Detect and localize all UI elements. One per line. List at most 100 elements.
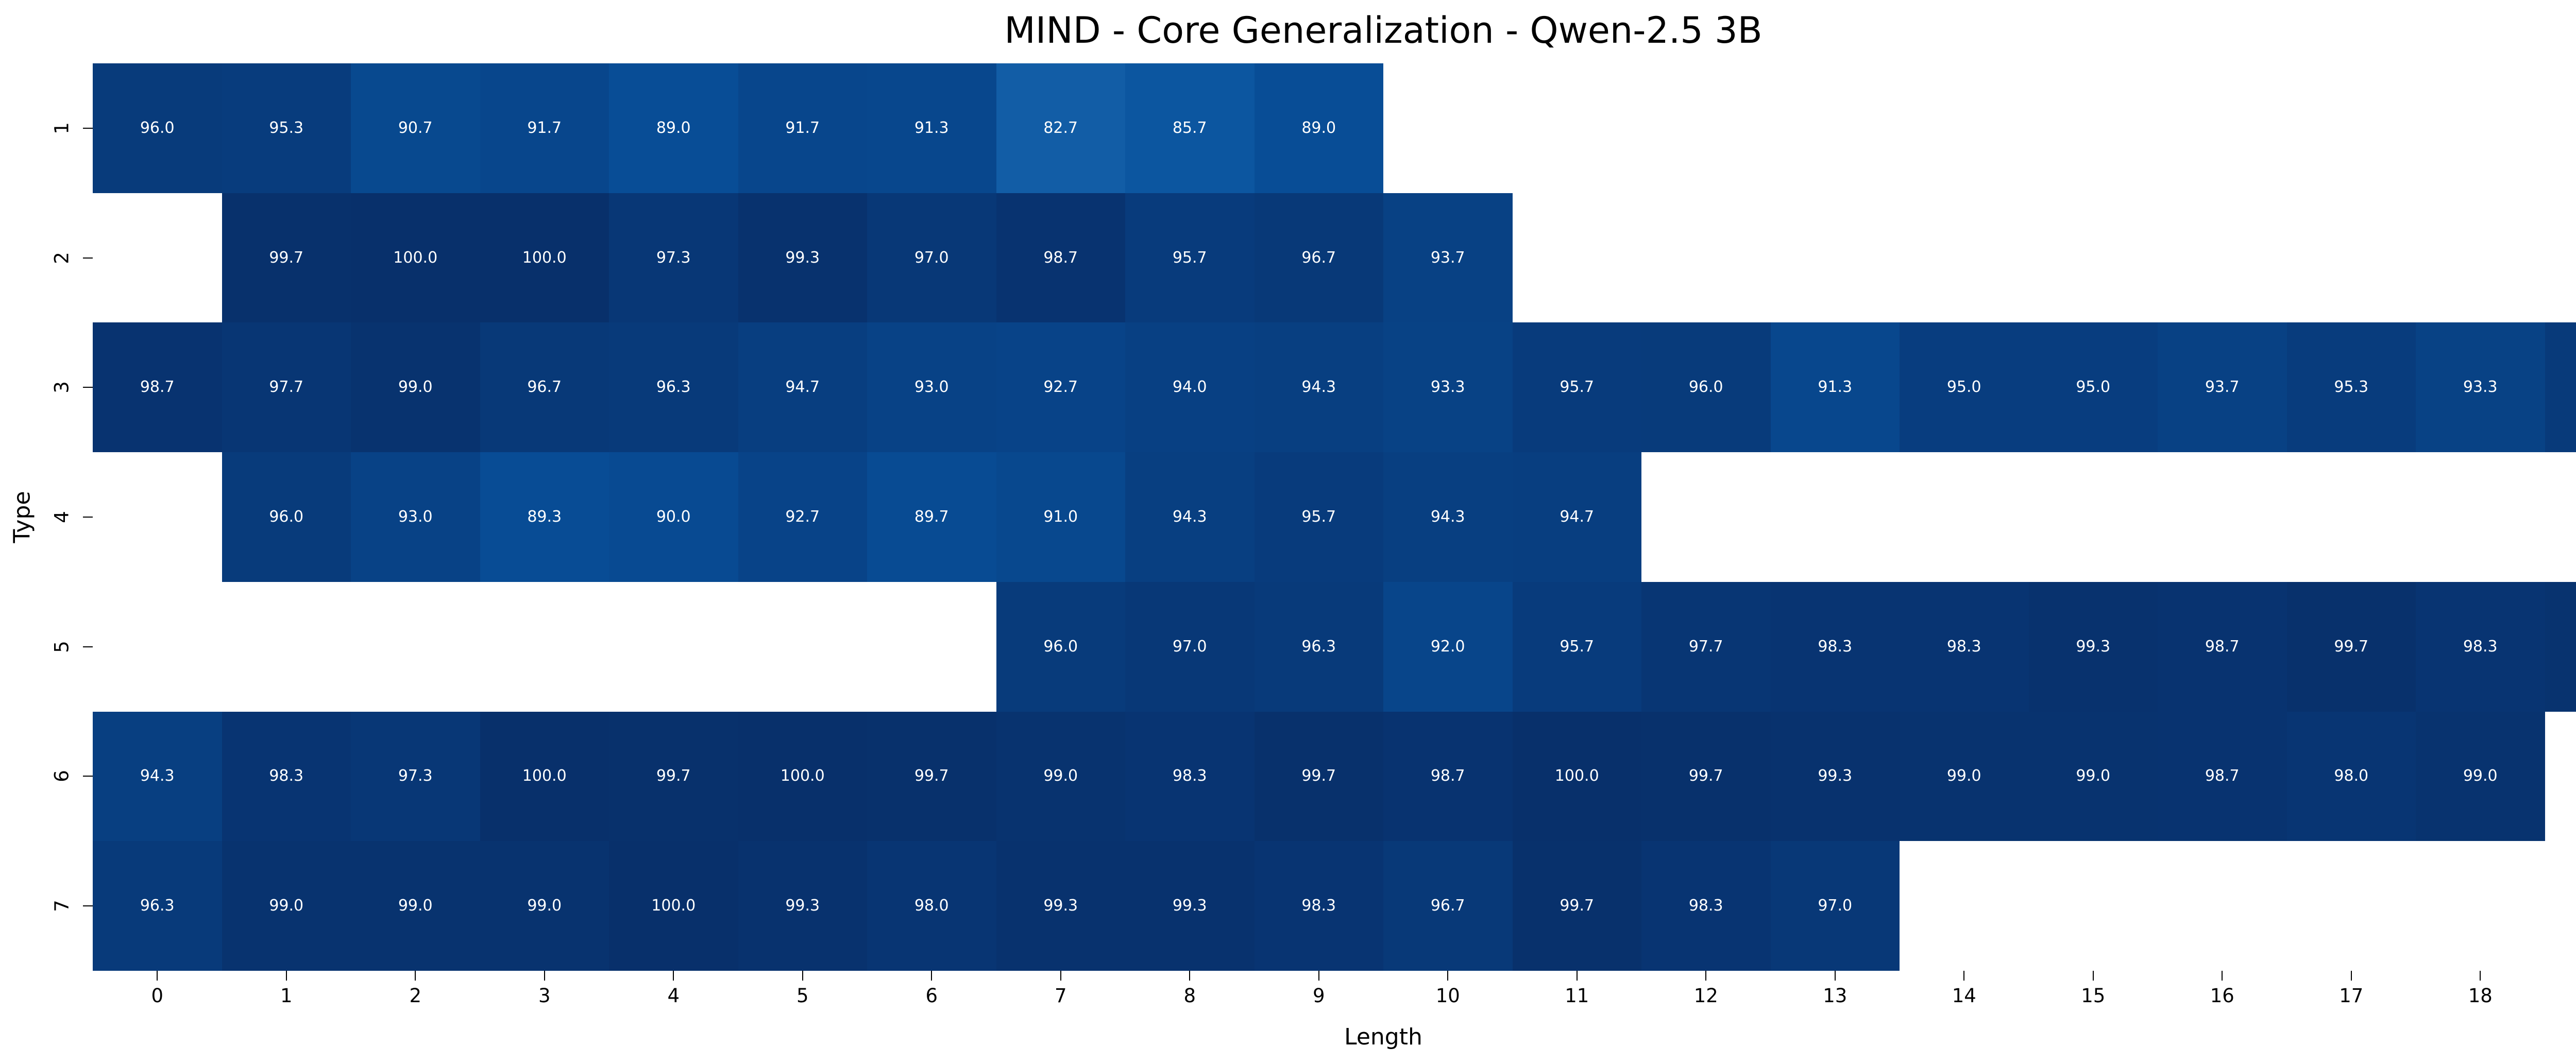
heatmap-cell: 93.0	[867, 322, 996, 453]
heatmap-cell: 100.0	[351, 193, 480, 323]
heatmap-cell-value: 98.3	[1688, 897, 1723, 915]
heatmap-cell: 99.0	[480, 841, 609, 971]
heatmap-cell-value: 94.3	[140, 767, 175, 785]
x-tick-mark	[1705, 971, 1707, 981]
x-tick-mark	[2092, 971, 2094, 981]
heatmap-cell: 96.0	[93, 63, 222, 193]
heatmap-cell: 99.3	[1770, 711, 1900, 842]
x-axis-label: Length	[1344, 1024, 1422, 1050]
x-tick-label: 4	[667, 985, 680, 1007]
heatmap-cell-value: 100.0	[393, 248, 438, 267]
heatmap-cell	[2028, 63, 2158, 193]
heatmap-cell-value: 91.7	[527, 118, 562, 137]
x-tick-label: 8	[1183, 985, 1196, 1007]
heatmap-cell: 99.7	[2286, 581, 2416, 712]
heatmap-cell-value: 95.7	[1172, 248, 1207, 267]
heatmap-cell: 96.0	[1641, 322, 1771, 453]
heatmap-cell-value: 96.7	[1430, 897, 1465, 915]
heatmap-cell: 95.3	[2286, 322, 2416, 453]
heatmap-cell: 99.7	[1254, 711, 1383, 842]
heatmap-cell	[2158, 452, 2287, 582]
heatmap-cell: 97.3	[351, 711, 480, 842]
heatmap-cell-value: 93.3	[1430, 378, 1465, 397]
heatmap-cell: 94.3	[1383, 452, 1513, 582]
heatmap-cell-value: 96.0	[1688, 378, 1723, 397]
heatmap-cell-value: 100.0	[522, 767, 567, 785]
heatmap-cell: 99.0	[351, 322, 480, 453]
chart-title: MIND - Core Generalization - Qwen-2.5 3B	[1004, 9, 1762, 52]
heatmap-cell: 89.3	[480, 452, 609, 582]
heatmap-cell: 98.3	[1254, 841, 1383, 971]
x-tick-label: 1	[280, 985, 293, 1007]
heatmap-cell-value: 85.7	[1172, 118, 1207, 137]
x-tick-mark	[802, 971, 803, 981]
heatmap-cell: 100.0	[609, 841, 738, 971]
heatmap-cell-value: 99.0	[398, 897, 433, 915]
x-tick-label: 12	[1693, 985, 1718, 1007]
heatmap-cell	[867, 581, 996, 712]
heatmap-cell-value: 96.0	[140, 118, 175, 137]
heatmap-cell-value: 91.0	[1043, 507, 1078, 526]
heatmap-cell	[1770, 63, 1900, 193]
heatmap-cell: 96.0	[996, 581, 1125, 712]
heatmap-cell: 97.3	[609, 193, 738, 323]
y-tick-mark	[83, 517, 93, 518]
heatmap-cell-value: 98.7	[2205, 637, 2240, 656]
heatmap-cell: 99.3	[996, 841, 1125, 971]
x-tick-label: 17	[2339, 985, 2364, 1007]
x-tick-mark	[415, 971, 416, 981]
heatmap-cell-value: 97.3	[656, 248, 691, 267]
heatmap-cell: 97.0	[1770, 841, 1900, 971]
heatmap-cell: 99.7	[609, 711, 738, 842]
heatmap-cell-value: 89.7	[914, 507, 949, 526]
heatmap-cell	[1770, 193, 1900, 323]
x-tick-mark	[2480, 971, 2481, 981]
heatmap-cell-value: 93.0	[914, 378, 949, 397]
heatmap-cell-value: 94.7	[1560, 507, 1595, 526]
y-tick-mark	[83, 387, 93, 388]
heatmap-cell: 95.0	[2028, 322, 2158, 453]
heatmap-cell-value: 99.0	[398, 378, 433, 397]
heatmap-cell-value: 96.7	[1301, 248, 1336, 267]
heatmap-cell	[222, 581, 351, 712]
heatmap-cell-value: 95.7	[1560, 378, 1595, 397]
heatmap-cell: 98.3	[1770, 581, 1900, 712]
heatmap-cell-value: 94.7	[785, 378, 820, 397]
heatmap-cell: 94.3	[1254, 322, 1383, 453]
heatmap-cell-value: 97.7	[1688, 637, 1723, 656]
heatmap-cell: 98.7	[1383, 711, 1513, 842]
heatmap-cell	[1641, 63, 1771, 193]
x-tick-mark	[1834, 971, 1836, 981]
heatmap-cell	[2286, 193, 2416, 323]
heatmap-cell: 91.7	[480, 63, 609, 193]
heatmap-cell-value: 98.7	[2205, 767, 2240, 785]
heatmap-cell: 100.0	[738, 711, 867, 842]
heatmap-cell: 99.0	[2028, 711, 2158, 842]
x-tick-label: 15	[2081, 985, 2106, 1007]
heatmap-cell	[2416, 841, 2545, 971]
heatmap-cell-value: 93.3	[2463, 378, 2498, 397]
heatmap-cell-value: 99.7	[1560, 897, 1595, 915]
heatmap-cell	[2416, 452, 2545, 582]
x-tick-label: 16	[2210, 985, 2234, 1007]
heatmap-cell-value: 89.3	[527, 507, 562, 526]
heatmap-cell: 93.0	[351, 452, 480, 582]
heatmap-cell-value: 94.3	[1430, 507, 1465, 526]
heatmap-cell-value: 97.0	[914, 248, 949, 267]
x-tick-mark	[673, 971, 674, 981]
heatmap-cell-value: 98.3	[2463, 637, 2498, 656]
heatmap-cell: 99.0	[222, 841, 351, 971]
heatmap-cell: 89.7	[867, 452, 996, 582]
heatmap-cell: 99.3	[738, 193, 867, 323]
heatmap-cell: 99.7	[222, 193, 351, 323]
heatmap-cell: 99.7	[867, 711, 996, 842]
heatmap-cell	[738, 581, 867, 712]
x-tick-mark	[1060, 971, 1061, 981]
heatmap-cell-value: 89.0	[656, 118, 691, 137]
y-tick-mark	[83, 646, 93, 647]
heatmap-cell-value: 89.0	[1301, 118, 1336, 137]
heatmap-cell: 95.0	[1900, 322, 2029, 453]
heatmap-cell-value: 99.0	[1946, 767, 1981, 785]
heatmap-cell: 98.7	[2158, 711, 2287, 842]
heatmap-cell: 82.7	[996, 63, 1125, 193]
